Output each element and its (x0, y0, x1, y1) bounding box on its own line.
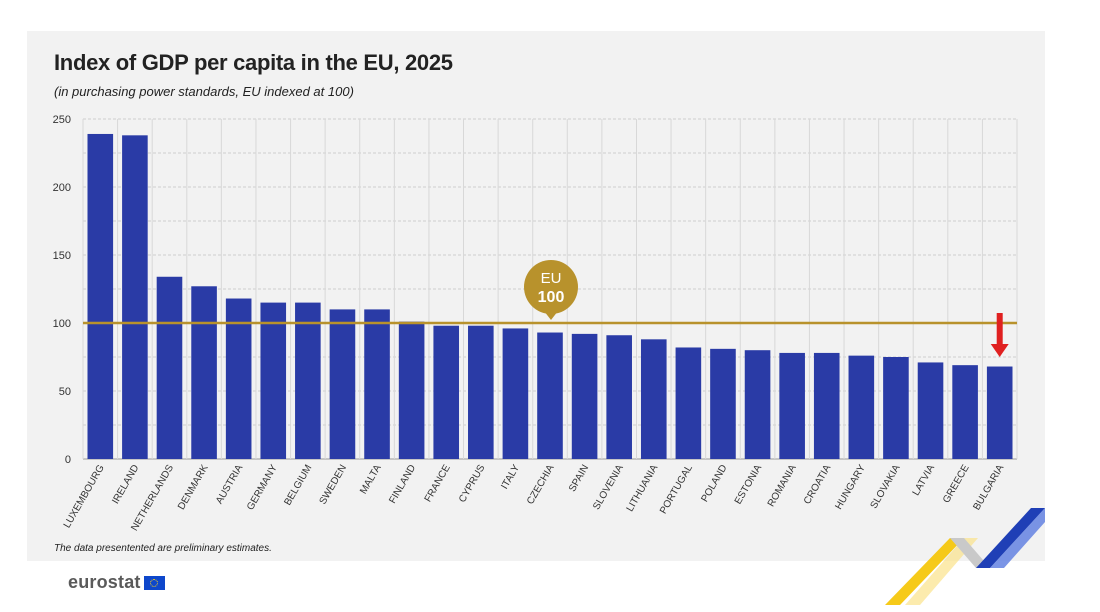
highlight-arrow-icon (996, 313, 1003, 345)
x-tick-label: BELGIUM (282, 463, 314, 507)
x-tick-label: GERMANY (245, 463, 280, 513)
bar-luxembourg (87, 133, 114, 459)
bar-greece (952, 365, 978, 459)
logo-text: eurostat (68, 572, 141, 592)
bar-bulgaria (986, 366, 1013, 459)
bar-finland (398, 321, 425, 459)
x-tick-label: LITHUANIA (625, 463, 661, 514)
bar-italy (502, 328, 529, 459)
bar-latvia (917, 362, 944, 459)
x-tick-label: LUXEMBOURG (62, 463, 107, 530)
x-tick-label: CYPRUS (457, 463, 488, 505)
highlight-arrowhead-icon (990, 344, 1009, 357)
eu-bubble-pointer (544, 311, 558, 320)
bar-hungary (848, 355, 875, 459)
bar-czechia (537, 332, 563, 459)
eu-bubble-value: 100 (538, 289, 565, 306)
decorative-stripes-icon (885, 508, 1045, 605)
x-tick-label: AUSTRIA (214, 463, 245, 506)
x-tick-label: ITALY (499, 463, 522, 492)
x-tick-label: ROMANIA (766, 463, 799, 509)
bar-croatia (813, 352, 840, 459)
bar-romania (779, 352, 805, 459)
y-tick-label: 100 (53, 318, 71, 330)
y-tick-label: 50 (59, 386, 71, 398)
x-tick-label: SWEDEN (318, 463, 349, 507)
x-tick-label: CROATIA (802, 463, 834, 507)
chart-subtitle: (in purchasing power standards, EU index… (54, 84, 354, 99)
bar-portugal (675, 347, 702, 459)
x-tick-label: SPAIN (567, 463, 591, 494)
bar-ireland (122, 135, 148, 459)
bar-malta (364, 309, 390, 459)
bar-germany (260, 302, 287, 459)
x-tick-label: GREECE (941, 463, 972, 505)
bar-cyprus (468, 325, 494, 459)
bar-belgium (295, 302, 321, 459)
x-tick-label: CZECHIA (525, 463, 557, 507)
bar-lithuania (640, 339, 667, 459)
x-tick-label: SLOVENIA (591, 463, 626, 512)
x-tick-label: IRELAND (110, 463, 141, 506)
x-tick-label: LATVIA (911, 463, 938, 498)
bar-france (433, 325, 460, 459)
bar-estonia (744, 350, 771, 459)
x-tick-label: FRANCE (423, 463, 453, 504)
bar-slovakia (883, 357, 909, 459)
footnote: The data presentented are preliminary es… (54, 543, 272, 554)
x-tick-label: POLAND (699, 463, 729, 504)
y-tick-label: 150 (53, 250, 71, 262)
bar-spain (571, 333, 598, 459)
x-tick-label: HUNGARY (833, 463, 868, 512)
y-tick-label: 200 (53, 182, 71, 194)
eu-flag-icon (143, 575, 165, 590)
chart-title: Index of GDP per capita in the EU, 2025 (54, 50, 453, 75)
x-tick-label: MALTA (358, 463, 384, 496)
bar-netherlands (156, 276, 183, 459)
x-tick-label: DENMARK (176, 463, 211, 512)
x-tick-label: PORTUGAL (658, 463, 695, 516)
chart-card: Index of GDP per capita in the EU, 2025 … (27, 31, 1045, 561)
bar-austria (225, 298, 252, 459)
eurostat-logo: eurostat (68, 572, 165, 593)
y-tick-label: 0 (65, 454, 71, 466)
bar-poland (710, 348, 736, 459)
y-tick-label: 250 (53, 114, 71, 126)
bar-denmark (191, 286, 217, 459)
eu-bubble-label: EU (541, 270, 562, 287)
eu-bubble (524, 260, 578, 314)
bar-slovenia (606, 335, 632, 459)
x-tick-label: FINLAND (387, 463, 418, 506)
x-tick-label: ESTONIA (733, 463, 765, 507)
bar-sweden (329, 309, 356, 459)
